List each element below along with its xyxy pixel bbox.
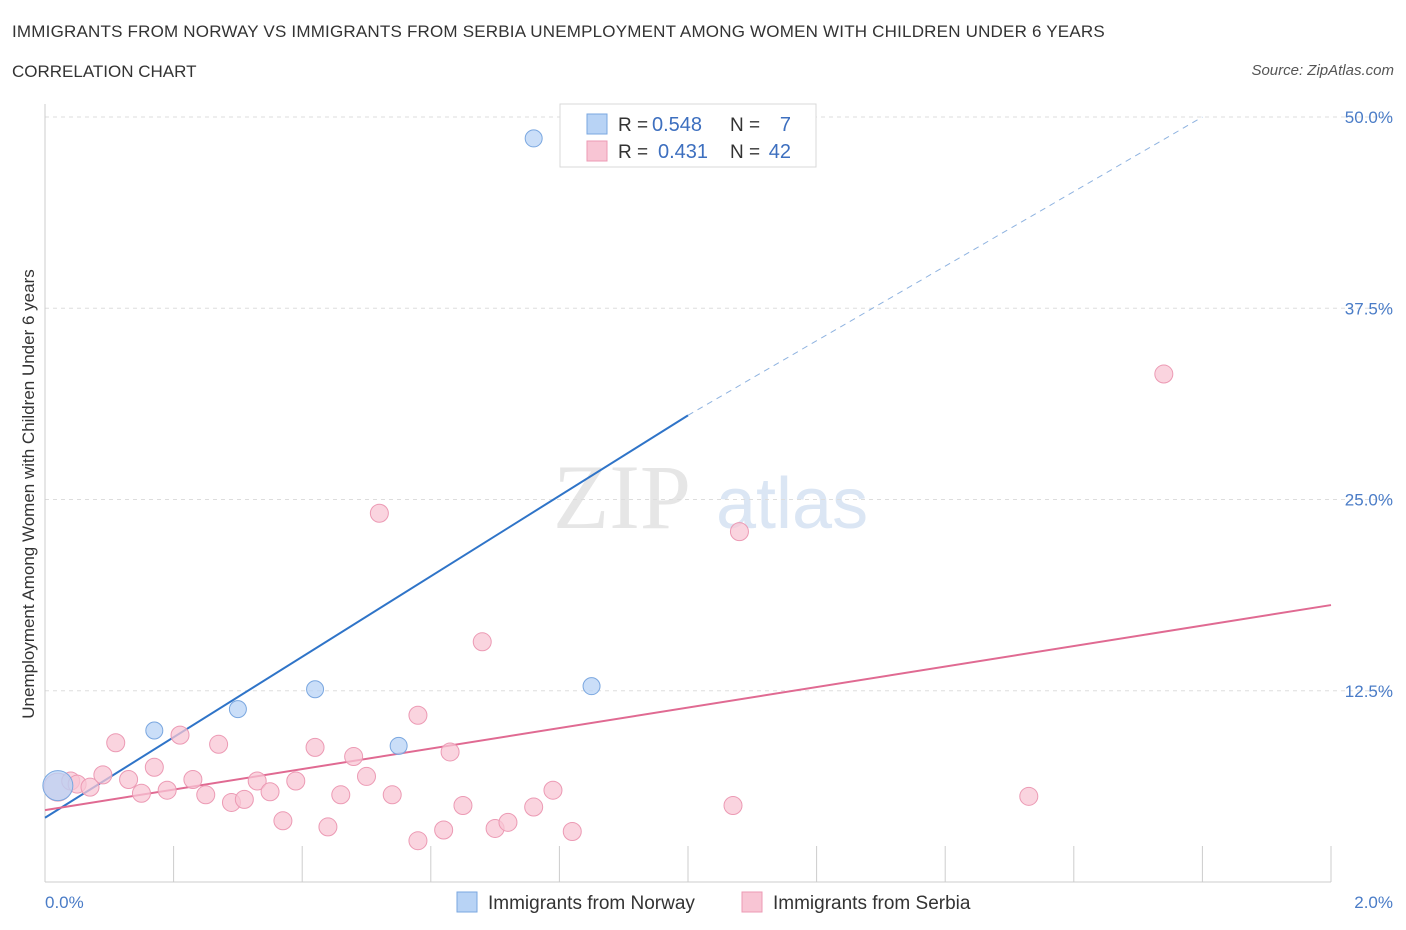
serbia-point [357, 766, 376, 786]
serbia-point [196, 785, 216, 805]
serbia-point [1019, 786, 1039, 806]
y-tick-label: 12.5% [1345, 682, 1393, 701]
serbia-point [344, 747, 364, 767]
norway-point [145, 721, 164, 740]
chart-subtitle: CORRELATION CHART [12, 62, 197, 81]
serbia-point [440, 742, 460, 762]
norway-point [582, 677, 601, 696]
serbia-r-label: R = [618, 142, 648, 163]
serbia-point [209, 734, 229, 754]
serbia-point [131, 783, 151, 803]
serbia-point [382, 785, 402, 805]
grid-lines [45, 116, 1392, 692]
serbia-point [106, 733, 126, 753]
y-tick-label: 50.0% [1345, 108, 1393, 127]
serbia-point [144, 757, 164, 777]
norway-points [42, 129, 601, 802]
serbia-n-value: 42 [769, 141, 791, 163]
norway-point [306, 680, 325, 699]
y-axis-label: Unemployment Among Women with Children U… [19, 269, 38, 718]
axes [44, 104, 1332, 883]
watermark-zip: ZIP [553, 446, 691, 548]
serbia-point [234, 789, 254, 809]
x-tick-label-max: 2.0% [1354, 893, 1393, 912]
serbia-point [93, 765, 113, 785]
serbia-point [305, 737, 325, 757]
series-legend: Immigrants from Norway Immigrants from S… [456, 891, 971, 914]
serbia-points [43, 364, 1174, 851]
x-tick-label-min: 0.0% [45, 893, 84, 912]
serbia-point [286, 771, 306, 791]
norway-point [389, 736, 408, 755]
norway-r-label: R = [618, 115, 648, 136]
norway-point [228, 700, 247, 719]
serbia-point [543, 780, 563, 800]
serbia-point [498, 812, 518, 832]
serbia-point [183, 769, 203, 789]
norway-point [42, 770, 74, 802]
serbia-point [119, 769, 139, 789]
serbia-point [157, 780, 177, 800]
y-tick-label: 37.5% [1345, 299, 1393, 318]
serbia-r-value: 0.431 [658, 141, 708, 163]
serbia-point [434, 820, 454, 840]
serbia-point [318, 817, 338, 837]
legend-swatch-serbia [741, 891, 763, 913]
serbia-point [562, 822, 582, 842]
serbia-legend-swatch [586, 140, 608, 162]
serbia-point [1154, 364, 1174, 384]
serbia-point [247, 771, 267, 791]
legend-label-norway: Immigrants from Norway [488, 893, 695, 914]
norway-n-label: N = [730, 115, 760, 136]
serbia-point [260, 782, 280, 802]
legend-label-serbia: Immigrants from Serbia [773, 893, 971, 914]
serbia-n-label: N = [730, 142, 760, 163]
norway-trend-extension [687, 116, 1203, 416]
serbia-point [80, 777, 100, 797]
norway-r-value: 0.548 [652, 114, 702, 136]
serbia-point [723, 796, 743, 815]
serbia-point [729, 522, 749, 542]
serbia-point [369, 503, 389, 523]
chart-title: IMMIGRANTS FROM NORWAY VS IMMIGRANTS FRO… [12, 22, 1105, 41]
serbia-point [472, 632, 492, 652]
source-note: Source: ZipAtlas.com [1251, 62, 1394, 79]
serbia-point [453, 796, 473, 815]
norway-trend-line [44, 414, 689, 819]
serbia-point [524, 797, 544, 817]
norway-legend-swatch [586, 113, 608, 135]
serbia-point [170, 725, 190, 745]
serbia-point [331, 785, 351, 805]
correlation-legend: R = 0.548 N = 7 R = 0.431 N = 42 [559, 103, 817, 168]
legend-swatch-norway [456, 891, 478, 913]
norway-point [524, 129, 543, 148]
serbia-point [408, 831, 428, 851]
serbia-point [408, 705, 428, 725]
y-tick-labels: 12.5% 25.0% 37.5% 50.0% [1345, 108, 1393, 701]
norway-n-value: 7 [780, 114, 791, 136]
y-tick-label: 25.0% [1345, 491, 1393, 510]
serbia-point [273, 811, 293, 831]
